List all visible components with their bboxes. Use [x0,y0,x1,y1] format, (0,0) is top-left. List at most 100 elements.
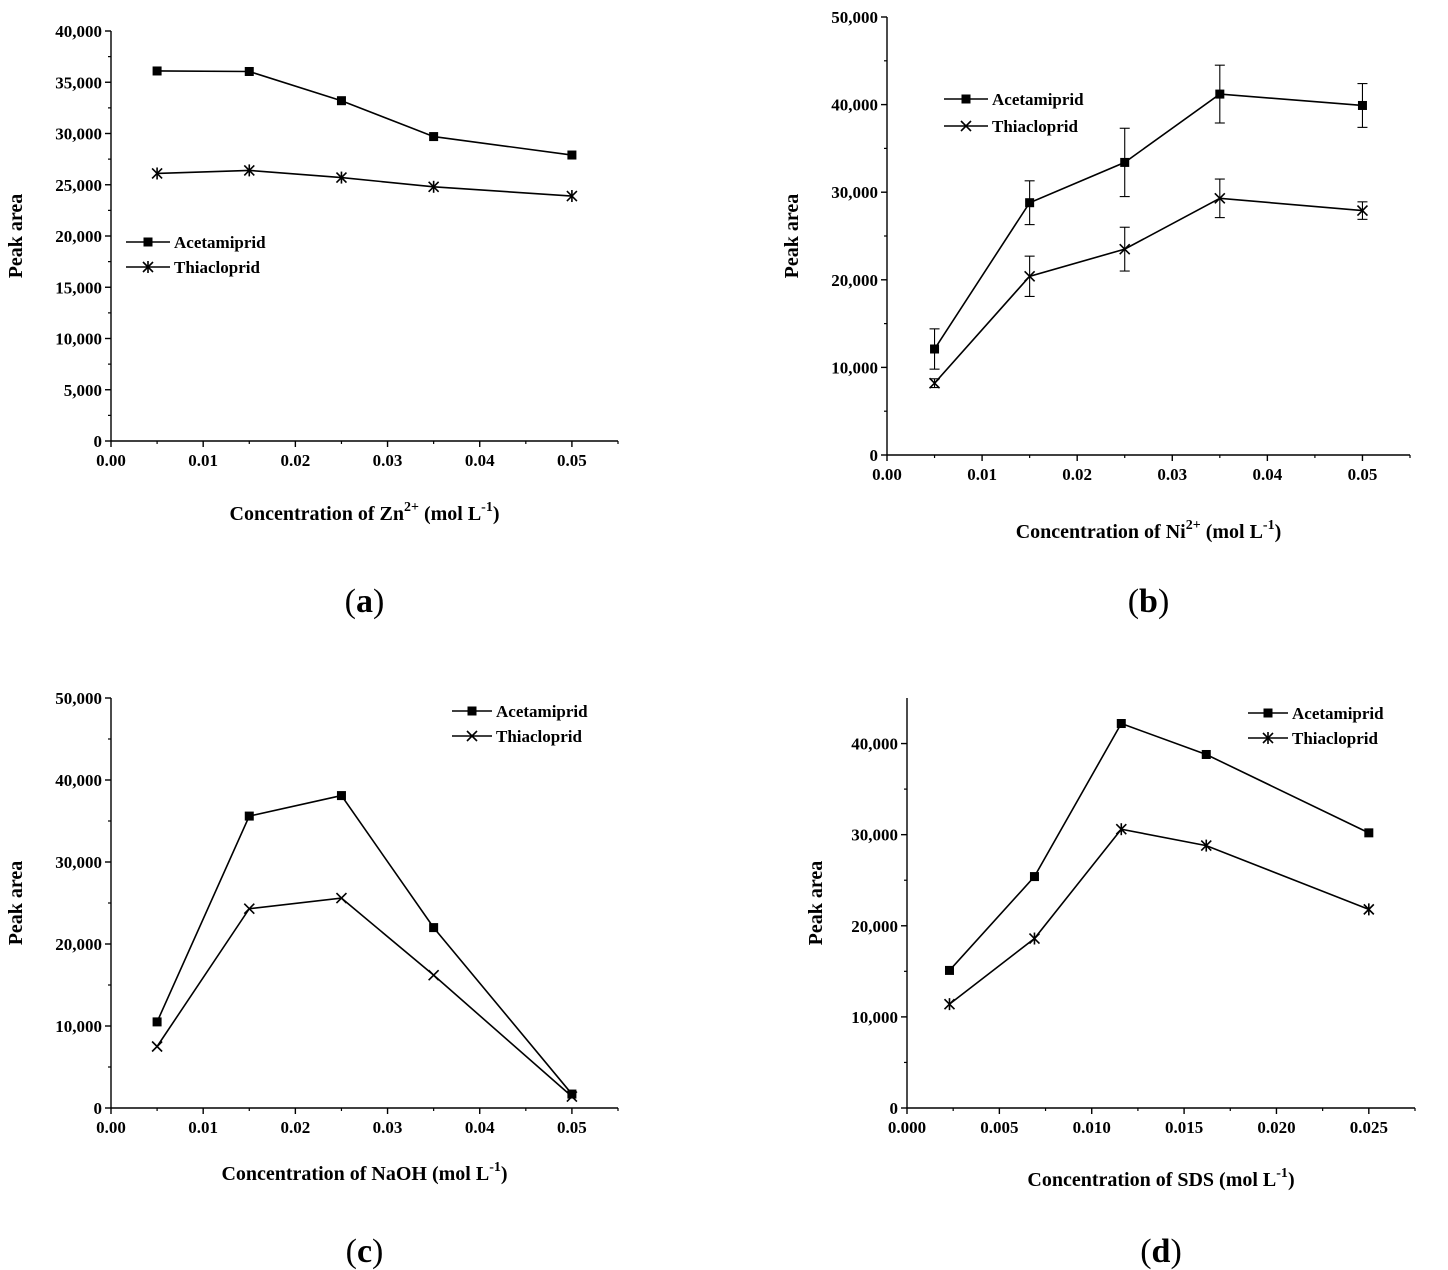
legend-entry-acetamiprid: Acetamiprid [944,90,1084,109]
y-tick-label: 0 [890,1099,899,1118]
series-thiacloprid [151,164,578,203]
data-point [566,190,578,203]
x-tick-label: 0.00 [96,451,126,470]
data-point [1201,749,1211,759]
series-acetamiprid [929,64,1368,370]
y-tick-label: 30,000 [831,183,878,202]
series-thiacloprid [943,823,1375,1011]
y-axis-label: Peak area [805,861,827,946]
legend-entry-acetamiprid: Acetamiprid [452,702,588,721]
series-line [933,197,1363,384]
y-tick-label: 0 [870,446,879,465]
data-point [566,1090,578,1103]
data-point [1116,719,1126,729]
legend-marker [466,730,478,742]
data-point [1357,100,1367,110]
y-tick-label: 40,000 [851,735,898,754]
x-tick-label: 0.00 [96,1118,126,1137]
data-point [336,791,346,801]
data-point [243,164,255,177]
legend-marker [1263,708,1273,718]
y-tick-label: 40,000 [55,771,102,790]
legend-entry-acetamiprid: Acetamiprid [1248,704,1384,723]
y-tick-label: 25,000 [55,176,102,195]
y-tick-label: 0 [94,1099,103,1118]
data-point [567,150,577,160]
chart-panel-c: 0 10,000 20,000 30,000 40,000 50,000 0.00 0.01 0… [5,689,619,1270]
y-tick-label: 10,000 [55,1017,102,1036]
y-axis-label: Peak area [5,861,27,946]
data-point [429,923,439,933]
x-tick-label: 0.05 [557,451,587,470]
data-point [1364,828,1374,838]
chart-panel-d: 0 10,000 20,000 30,000 40,000 0.000 0.005 0.010… [805,698,1416,1270]
data-point [429,132,439,142]
x-tick-label: 0.005 [980,1118,1018,1137]
data-point [335,892,348,904]
panel-label: (d) [1140,1233,1182,1270]
x-tick-label: 0.04 [1252,465,1282,484]
legend-entry-thiacloprid: Thiacloprid [126,258,261,277]
data-point [428,969,440,981]
x-tick-label: 0.000 [888,1118,926,1137]
data-point [928,377,941,389]
data-point [151,167,163,180]
x-tick-label: 0.01 [188,451,218,470]
data-point [943,998,956,1011]
x-tick-label: 0.020 [1257,1118,1295,1137]
y-tick-label: 30,000 [851,826,898,845]
series-acetamiprid [944,719,1374,975]
data-point [1028,932,1041,945]
data-point [152,66,162,76]
y-tick-label: 20,000 [851,917,898,936]
y-tick-label: 40,000 [831,96,878,115]
y-tick-label: 30,000 [55,853,102,872]
y-tick-label: 30,000 [55,125,102,144]
x-tick-label: 0.00 [872,465,902,484]
y-tick-label: 10,000 [831,358,878,377]
legend-label: Acetamiprid [496,702,588,721]
x-tick-label: 0.010 [1073,1118,1111,1137]
y-tick-label: 5,000 [64,381,102,400]
data-point [1363,903,1375,916]
x-tick-label: 0.01 [967,465,997,484]
series-line [156,897,573,1098]
x-tick-label: 0.01 [188,1118,218,1137]
legend-entry-acetamiprid: Acetamiprid [126,233,266,252]
y-tick-label: 0 [94,432,103,451]
y-axis-label: Peak area [5,194,27,279]
data-point [1356,205,1369,217]
data-point [336,96,346,106]
series-line [157,70,573,156]
data-point [151,1040,163,1053]
data-point [1029,872,1039,882]
data-point [244,66,254,76]
legend-label: Thiacloprid [1292,729,1379,748]
y-tick-label: 20,000 [55,935,102,954]
y-tick-label: 20,000 [831,271,878,290]
x-axis-label: Concentration of NaOH (mol L-1) [221,1160,507,1185]
data-point [944,965,954,975]
y-tick-label: 40,000 [55,22,102,41]
series-acetamiprid [152,791,577,1099]
x-tick-label: 0.02 [280,451,310,470]
series-line [156,794,573,1095]
y-tick-label: 15,000 [55,278,102,297]
data-point [1215,89,1225,99]
legend-marker [961,94,971,104]
legend-label: Thiacloprid [174,258,261,277]
series-acetamiprid [152,66,577,160]
y-tick-label: 35,000 [55,73,102,92]
data-point [152,1017,162,1027]
legend-label: Thiacloprid [496,727,583,746]
data-point [1119,243,1131,255]
data-point [1115,823,1127,836]
panel-label: (b) [1128,583,1170,620]
series-thiacloprid [151,892,578,1103]
x-tick-label: 0.025 [1350,1118,1388,1137]
x-tick-label: 0.03 [1157,465,1187,484]
x-tick-label: 0.05 [1348,465,1378,484]
legend-entry-thiacloprid: Thiacloprid [1248,729,1379,748]
x-tick-label: 0.03 [373,451,403,470]
